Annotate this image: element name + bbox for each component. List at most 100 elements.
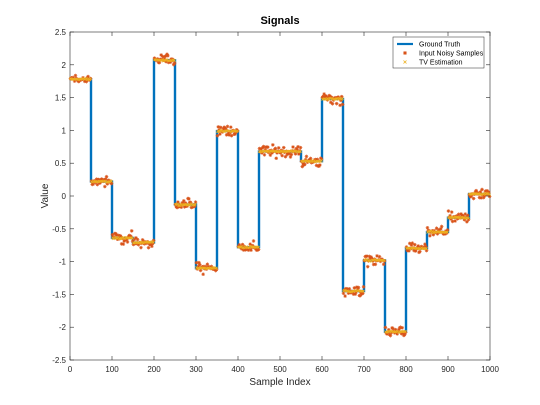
- noisy-sample-point: [281, 145, 286, 150]
- noisy-sample-point: [281, 149, 285, 154]
- noisy-sample-point: [456, 212, 461, 217]
- noisy-sample-point: [117, 237, 121, 241]
- tv-estimation-point: [219, 129, 223, 132]
- noisy-sample-point: [363, 254, 368, 259]
- noisy-sample-point: [216, 125, 221, 129]
- tv-estimation-point: [159, 59, 163, 62]
- y-axis-label: Value: [40, 183, 51, 208]
- tv-estimation-point: [446, 230, 449, 234]
- noisy-sample-point: [275, 151, 279, 155]
- legend-label: TV Estimation: [419, 60, 463, 67]
- noisy-sample-point: [266, 145, 270, 149]
- noisy-sample-point: [375, 254, 379, 258]
- tv-estimation-point: [383, 258, 386, 262]
- tv-estimation-point: [192, 203, 196, 207]
- noisy-sample-point: [116, 233, 121, 238]
- noisy-sample-point: [161, 54, 165, 59]
- noisy-sample-point: [196, 264, 200, 269]
- noisy-sample-point: [353, 292, 357, 296]
- noisy-sample-point: [280, 153, 284, 158]
- x-tick-label: 800: [399, 365, 413, 374]
- y-tick-label: 0.5: [55, 159, 67, 168]
- legend-swatch-tv-estimation: [403, 60, 407, 64]
- noisy-sample-point: [434, 226, 439, 231]
- tv-estimation-point: [103, 179, 107, 183]
- tv-estimation-point: [318, 159, 322, 163]
- noisy-sample-point: [346, 291, 351, 295]
- noisy-sample-point: [97, 177, 101, 182]
- y-tick-label: 1.5: [55, 94, 67, 103]
- noisy-sample-point: [121, 242, 126, 246]
- noisy-sample-point: [302, 162, 307, 167]
- tv-estimation-point: [277, 150, 281, 154]
- noisy-sample-point: [487, 194, 492, 199]
- tv-estimation-point: [107, 180, 111, 184]
- noisy-sample-point: [218, 125, 223, 130]
- noisy-sample-point: [465, 219, 469, 224]
- noisy-sample-point: [249, 248, 253, 252]
- noisy-sample-point: [151, 238, 156, 243]
- noisy-sample-point: [149, 242, 153, 247]
- noisy-sample-point: [445, 228, 450, 232]
- noisy-sample-point: [270, 151, 274, 155]
- noisy-sample-point: [410, 241, 415, 245]
- tv-estimation-point: [488, 193, 491, 197]
- noisy-sample-point: [294, 146, 299, 151]
- noisy-sample-point: [86, 74, 90, 79]
- y-tick-label: -1: [59, 258, 67, 267]
- tv-estimation-point: [265, 150, 269, 153]
- tv-estimation-point: [81, 77, 85, 81]
- x-tick-label: 900: [441, 365, 455, 374]
- tv-estimation-point: [298, 150, 302, 153]
- tv-estimation-point: [338, 97, 342, 100]
- tv-estimation-point: [202, 266, 206, 270]
- noisy-sample-point: [297, 152, 301, 156]
- noisy-sample-point: [425, 226, 430, 230]
- noisy-sample-point: [132, 237, 137, 242]
- noisy-sample-point: [112, 235, 116, 239]
- noisy-sample-point: [159, 53, 163, 57]
- noisy-sample-point: [428, 233, 432, 238]
- noisy-sample-point: [157, 60, 162, 65]
- noisy-sample-point: [273, 146, 278, 151]
- tv-estimation-point: [121, 236, 124, 240]
- y-tick-label: 2.5: [55, 28, 67, 37]
- plot-area: [68, 31, 492, 361]
- noisy-sample-point: [355, 285, 359, 289]
- noisy-sample-point: [198, 268, 203, 273]
- noisy-sample-point: [398, 325, 403, 330]
- series-tv-estimation: [69, 57, 491, 334]
- tv-estimation-point: [445, 230, 449, 234]
- noisy-sample-point: [136, 242, 141, 247]
- tv-estimation-point: [315, 159, 318, 163]
- tv-estimation-point: [362, 289, 365, 293]
- noisy-sample-point: [233, 132, 237, 136]
- tv-estimation-point: [227, 129, 231, 133]
- noisy-sample-point: [229, 125, 233, 129]
- noisy-sample-point: [485, 188, 489, 193]
- chart-title: Signals: [260, 15, 299, 27]
- tv-estimation-point: [148, 240, 152, 244]
- tv-estimation-point: [404, 329, 407, 333]
- noisy-sample-point: [293, 152, 298, 156]
- noisy-sample-point: [481, 195, 486, 200]
- noisy-sample-point: [397, 327, 401, 332]
- tv-estimation-point: [240, 245, 244, 249]
- noisy-sample-point: [129, 229, 134, 233]
- noisy-sample-point: [439, 227, 443, 231]
- noisy-sample-point: [389, 330, 394, 335]
- noisy-sample-point: [105, 182, 110, 186]
- x-tick-label: 200: [147, 365, 161, 374]
- tv-estimation-point: [89, 77, 92, 81]
- noisy-sample-point: [274, 156, 279, 161]
- tv-estimation-point: [320, 159, 323, 162]
- tv-estimation-point: [238, 245, 242, 249]
- noisy-sample-point: [171, 62, 176, 67]
- noisy-sample-point: [343, 294, 347, 298]
- tv-estimation-point: [279, 149, 283, 153]
- noisy-sample-point: [268, 153, 273, 157]
- noisy-sample-point: [188, 200, 193, 205]
- tv-estimation-point: [469, 193, 473, 196]
- noisy-sample-point: [103, 184, 107, 189]
